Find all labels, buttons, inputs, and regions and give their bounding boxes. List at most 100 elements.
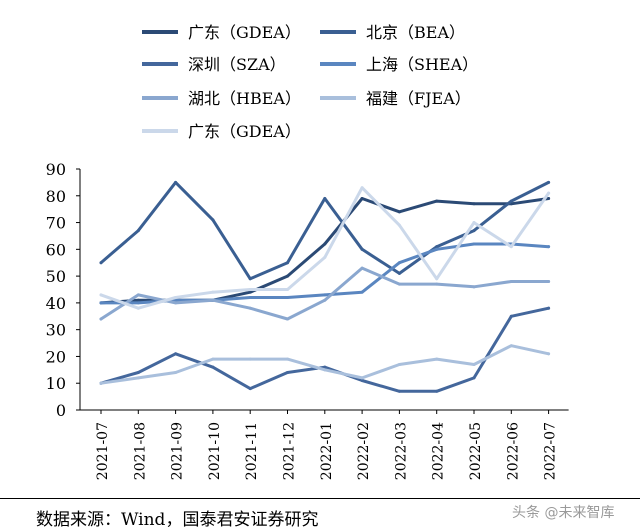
line-chart: 广东（GDEA） 北京（BEA） 深圳（SZA） 上海（SHEA） 湖北（HBEA） 福建… xyxy=(46,23,569,480)
legend-label-6: 福建（FJEA） xyxy=(366,89,471,108)
series-line-7 xyxy=(99,186,551,310)
series-6-point xyxy=(211,357,215,361)
y-tick-label: 50 xyxy=(46,267,66,286)
series-4-point xyxy=(360,290,364,294)
series-6-point xyxy=(360,376,364,380)
chart-series xyxy=(99,180,551,393)
series-3-point xyxy=(509,314,513,318)
x-tick-label: 2022-05 xyxy=(468,422,484,480)
series-4-point xyxy=(323,293,327,297)
x-tick-label: 2021-11 xyxy=(244,422,260,480)
series-2-point xyxy=(397,271,401,275)
series-1-point xyxy=(397,210,401,214)
series-3-point xyxy=(547,306,551,310)
series-2-point xyxy=(547,180,551,184)
footer-divider xyxy=(0,498,640,499)
series-5-point xyxy=(286,317,289,321)
series-5-point xyxy=(509,279,513,283)
series-6-point xyxy=(286,357,289,361)
series-7-point xyxy=(248,288,252,291)
series-7-point xyxy=(509,245,513,249)
y-tick-label: 70 xyxy=(46,214,66,233)
series-5-point xyxy=(323,298,327,302)
chart-legend: 广东（GDEA） 北京（BEA） 深圳（SZA） 上海（SHEA） 湖北（HBEA） 福建… xyxy=(142,23,478,141)
x-tick-label: 2022-06 xyxy=(505,422,521,480)
x-tick-label: 2022-02 xyxy=(356,422,372,480)
x-tick-label: 2021-12 xyxy=(282,422,298,480)
series-6-point xyxy=(472,362,476,366)
series-4-point xyxy=(397,261,401,265)
series-5-point xyxy=(99,317,103,321)
series-1-point xyxy=(323,242,327,246)
series-7-point xyxy=(435,277,439,281)
series-5-point xyxy=(547,279,551,283)
series-3-point xyxy=(435,389,439,393)
x-tick-label: 2022-04 xyxy=(431,422,447,480)
y-tick-label: 80 xyxy=(46,187,66,206)
series-7-point xyxy=(360,186,364,190)
legend-label-1: 广东（GDEA） xyxy=(188,23,301,42)
series-5-point xyxy=(136,293,140,297)
series-2-point xyxy=(136,229,140,233)
series-3-point xyxy=(360,379,364,383)
chart-axes: 0 10 20 30 40 50 60 70 80 90 2021-07 2021-08 2021-09… xyxy=(46,160,569,480)
series-2-point xyxy=(248,277,252,281)
series-5-point xyxy=(397,282,401,286)
series-3-point xyxy=(286,371,289,375)
series-4-point xyxy=(435,247,439,251)
series-1-point xyxy=(248,290,252,294)
watermark: 头条 @未来智库 xyxy=(512,505,615,521)
series-5-point xyxy=(248,306,252,310)
series-4-point xyxy=(286,296,289,300)
series-7-point xyxy=(211,290,215,294)
series-3-point xyxy=(174,352,178,356)
source-note: 数据来源：Wind，国泰君安证券研究 xyxy=(36,510,319,530)
legend-label-2: 北京（BEA） xyxy=(366,23,465,42)
series-6-point xyxy=(174,371,178,375)
series-6-point xyxy=(397,362,401,366)
series-5-point xyxy=(211,298,215,302)
series-2-point xyxy=(323,196,327,200)
series-6-point xyxy=(323,368,327,372)
series-7-point xyxy=(136,306,140,310)
series-4-point xyxy=(472,242,476,246)
series-2-point xyxy=(99,261,103,265)
series-4-point xyxy=(174,298,178,302)
y-tick-label: 30 xyxy=(46,321,66,340)
series-4-point xyxy=(99,301,103,305)
series-2-point xyxy=(211,218,215,222)
series-6-point xyxy=(509,344,513,348)
series-3-point xyxy=(323,365,327,369)
y-tick-label: 20 xyxy=(46,347,66,366)
series-6-point xyxy=(547,352,551,356)
x-tick-label: 2021-08 xyxy=(132,422,148,480)
series-7-point xyxy=(323,255,327,259)
series-3-point xyxy=(248,387,252,391)
series-6-point xyxy=(99,381,103,385)
series-7-point xyxy=(174,296,178,300)
series-3-point xyxy=(211,365,215,369)
legend-label-4: 上海（SHEA） xyxy=(366,55,478,74)
series-line-3 xyxy=(99,306,551,393)
series-4-point xyxy=(136,301,140,305)
series-3-point xyxy=(136,371,140,375)
series-5-point xyxy=(174,301,178,305)
series-7-point xyxy=(397,223,401,227)
series-2-point xyxy=(472,229,476,233)
y-tick-label: 10 xyxy=(46,374,66,393)
x-tick-label: 2022-07 xyxy=(543,422,559,480)
series-6-point xyxy=(248,357,252,361)
legend-label-7: 广东（GDEA） xyxy=(188,122,301,141)
y-tick-label: 60 xyxy=(46,240,66,259)
series-4-point xyxy=(547,245,551,249)
x-tick-label: 2021-10 xyxy=(207,422,223,480)
series-5-point xyxy=(472,285,476,289)
legend-label-5: 湖北（HBEA） xyxy=(188,89,301,108)
series-6-point xyxy=(435,357,439,361)
series-1-point xyxy=(136,298,140,302)
series-2-point xyxy=(509,199,513,203)
series-7-point xyxy=(286,288,289,291)
series-5-point xyxy=(360,266,364,270)
series-line-2 xyxy=(99,180,551,281)
series-2-point xyxy=(360,247,364,251)
